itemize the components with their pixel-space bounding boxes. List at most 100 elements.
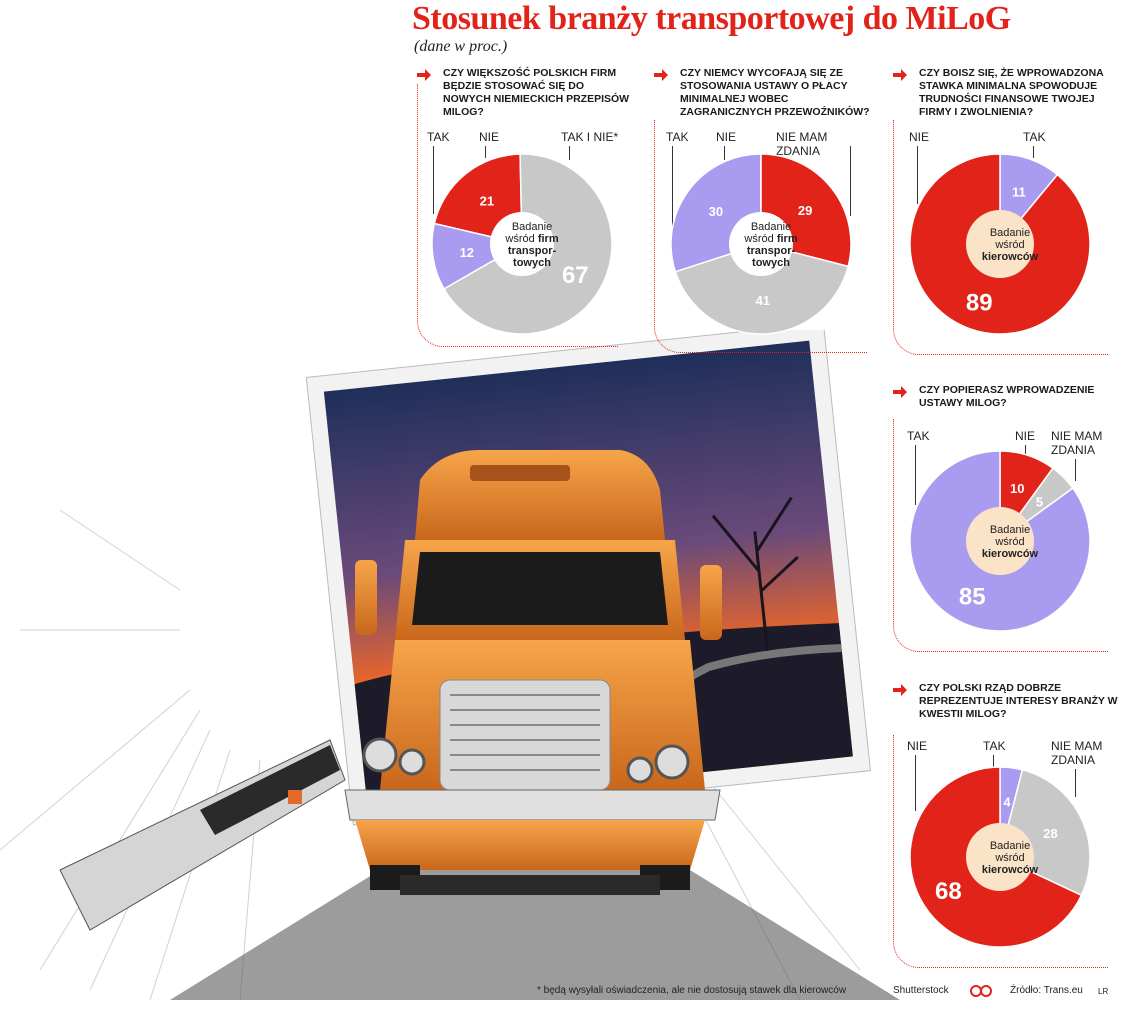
chart-2-center-l3: firm — [776, 233, 798, 245]
chart-2-label-tak: TAK — [666, 130, 689, 144]
pie-value-label: 30 — [709, 204, 723, 219]
chart-1-label-nie: NIE — [479, 130, 500, 144]
source-credit: Źródło: Trans.eu — [1010, 985, 1083, 996]
chart-panel-1: Czy większość polskich firm będzie stoso… — [417, 67, 629, 348]
chart-1-question: Czy większość polskich firm będzie stoso… — [443, 67, 630, 118]
chart-panel-2: Czy Niemcy wycofają się ze stosowania us… — [654, 67, 870, 353]
chart-5-center: Badanie wśród kierowców — [970, 840, 1050, 876]
chart-panel-3: Czy boisz się, że wprowadzona stawka min… — [893, 67, 1113, 358]
page-subtitle: (dane w proc.) — [414, 38, 508, 55]
pie-value-label: 67 — [562, 262, 589, 289]
pie-value-label: 12 — [460, 245, 474, 260]
chart-3-center: Badanie wśród kierowców — [970, 227, 1050, 263]
pie-center-hole — [966, 210, 1034, 278]
chart-1-label-taknie: TAK I NIE* — [561, 130, 619, 144]
pie-value-label: 85 — [959, 584, 986, 611]
chart-2-question: Czy Niemcy wycofają się ze stosowania us… — [680, 67, 870, 118]
chart-5-label-nmz: NIE MAM ZDANIA — [1051, 739, 1103, 767]
pie-value-label: 29 — [798, 203, 812, 218]
chart-3-frame — [893, 120, 1108, 355]
chart-4-label-nmz: NIE MAM ZDANIA — [1051, 429, 1103, 457]
red-arrow-icon — [893, 69, 907, 81]
chart-1-label-tak: TAK — [427, 130, 450, 144]
pie-value-label: 5 — [1036, 495, 1043, 510]
publisher-logo-icon — [970, 985, 992, 997]
chart-1-center: Badanie wśród firm transpor- towych — [492, 221, 572, 269]
chart-3-label-nie: NIE — [909, 130, 930, 144]
chart-5-pie: 4 28 68 — [909, 766, 1091, 948]
chart-3-tick-nie — [917, 146, 918, 204]
pie-value-label: 10 — [1010, 481, 1024, 496]
chart-2-center-l1: Badanie — [750, 221, 792, 233]
chart-4-question: Czy popierasz wprowadzenie ustawy MiLoG? — [919, 384, 1095, 409]
chart-5-center-l2: wśród — [995, 852, 1025, 864]
chart-2-label-nmz: NIE MAM ZDANIA — [776, 130, 828, 158]
chart-1-center-l4: transpor- — [507, 245, 557, 257]
chart-2-frame — [654, 120, 867, 353]
chart-3-tick-tak — [1033, 146, 1034, 158]
chart-3-center-l2: wśród — [995, 239, 1025, 251]
chart-4-tick-nmz — [1075, 459, 1076, 481]
pie-value-label: 21 — [480, 194, 494, 209]
chart-2-center-l2: wśród — [744, 233, 774, 245]
chart-3-question: Czy boisz się, że wprowadzona stawka min… — [919, 67, 1104, 118]
chart-2-label-nie: NIE — [716, 130, 737, 144]
chart-1-pie: 12 21 67 — [431, 153, 613, 335]
pie-center-hole — [490, 212, 554, 276]
chart-1-frame — [417, 84, 618, 347]
author-initials: LR — [1098, 987, 1109, 996]
chart-2-tick-tak — [672, 146, 673, 226]
chart-5-tick-nie — [915, 755, 916, 811]
chart-1-tick-taknie — [569, 146, 570, 160]
chart-4-tick-nie — [1025, 445, 1026, 457]
chart-panel-4: Czy popierasz wprowadzenie ustawy MiLoG?… — [893, 384, 1113, 655]
chart-3-pie: 11 89 — [909, 153, 1091, 335]
pie-value-label: 89 — [966, 290, 993, 317]
red-arrow-icon — [417, 69, 431, 81]
chart-5-tick-nmz — [1075, 769, 1076, 797]
chart-1-center-l2: wśród — [505, 233, 535, 245]
chart-4-center-l2: wśród — [995, 536, 1025, 548]
pie-slice-nie-mam-zdania — [674, 243, 850, 335]
chart-3-label-tak: TAK — [1023, 130, 1046, 144]
chart-4-frame — [893, 419, 1108, 652]
chart-4-center-l3: kierowców — [981, 548, 1039, 560]
chart-5-center-l1: Badanie — [989, 840, 1031, 852]
red-arrow-icon — [893, 386, 907, 398]
pie-center-hole — [729, 212, 793, 276]
chart-1-center-l1: Badanie — [511, 221, 553, 233]
chart-4-center: Badanie wśród kierowców — [970, 524, 1050, 560]
chart-4-label-tak: TAK — [907, 429, 930, 443]
pie-value-label: 28 — [1043, 826, 1057, 841]
chart-1-tick-nie — [485, 146, 486, 158]
truck-illustration — [0, 330, 900, 1000]
chart-panel-5: Czy polski rząd dobrze reprezentuje inte… — [893, 682, 1118, 973]
chart-5-frame — [893, 735, 1108, 968]
chart-4-label-nie: NIE — [1015, 429, 1036, 443]
chart-5-label-tak: TAK — [983, 739, 1006, 753]
chart-5-question: Czy polski rząd dobrze reprezentuje inte… — [919, 682, 1118, 720]
pie-value-label: 41 — [756, 293, 770, 308]
chart-2-center-l5: towych — [752, 257, 790, 269]
chart-5-tick-tak — [993, 755, 994, 767]
pie-center-hole — [966, 507, 1034, 575]
chart-5-label-nie: NIE — [907, 739, 928, 753]
chart-1-center-l5: towych — [513, 257, 551, 269]
pie-value-label: 4 — [1003, 795, 1011, 810]
pie-value-label: 11 — [1012, 184, 1026, 199]
chart-2-center-l4: transpor- — [746, 245, 796, 257]
chart-5-center-l3: kierowców — [981, 864, 1039, 876]
chart-1-tick-tak — [433, 146, 434, 214]
chart-4-center-l1: Badanie — [989, 524, 1031, 536]
pie-center-hole — [966, 823, 1034, 891]
chart-4-tick-tak — [915, 445, 916, 505]
red-arrow-icon — [654, 69, 668, 81]
pie-value-label: 68 — [935, 878, 962, 905]
chart-2-center: Badanie wśród firm transpor- towych — [731, 221, 811, 269]
chart-2-tick-nie — [724, 146, 725, 160]
chart-2-pie: 30 29 41 — [670, 153, 852, 335]
chart-3-center-l1: Badanie — [989, 227, 1031, 239]
chart-3-center-l3: kierowców — [981, 251, 1039, 263]
chart-2-tick-nmz — [850, 146, 851, 216]
chart-4-pie: 10 5 85 — [909, 450, 1091, 632]
